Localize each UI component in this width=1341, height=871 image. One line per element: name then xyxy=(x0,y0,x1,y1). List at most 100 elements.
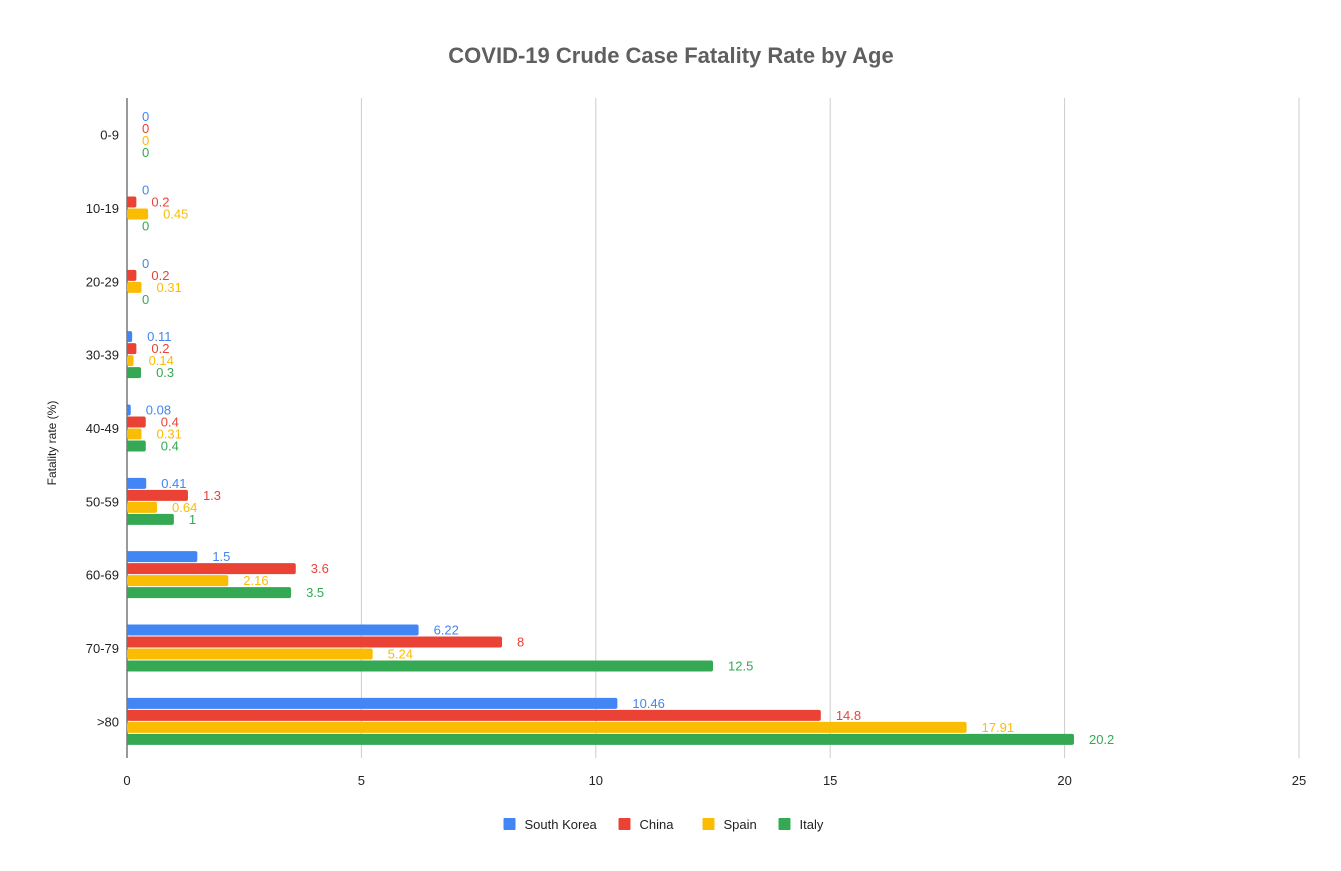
data-label: 0 xyxy=(142,256,149,271)
legend-label: China xyxy=(640,817,675,832)
category-label: 50-59 xyxy=(86,494,119,509)
bar xyxy=(127,501,158,513)
bar xyxy=(127,648,373,660)
data-label: 0.4 xyxy=(161,439,179,454)
legend-item: South Korea xyxy=(503,817,598,832)
x-tick-label: 0 xyxy=(123,773,130,788)
data-label: 0.4 xyxy=(161,415,179,430)
bar xyxy=(127,636,503,648)
bar xyxy=(127,624,419,636)
data-label: 6.22 xyxy=(434,623,459,638)
bar xyxy=(127,477,147,489)
value-axis: 0 5 10 15 20 25 xyxy=(123,773,1306,788)
data-label: 0.14 xyxy=(149,353,174,368)
legend-swatch xyxy=(778,818,791,830)
bar xyxy=(127,416,146,428)
legend-label: Italy xyxy=(800,817,824,832)
data-label: 3.5 xyxy=(306,585,324,600)
data-label: 8 xyxy=(517,635,524,650)
data-label: 17.91 xyxy=(982,720,1015,735)
category-label: 60-69 xyxy=(86,568,119,583)
chart-title: COVID-19 Crude Case Fatality Rate by Age xyxy=(448,43,893,68)
category-label: 10-19 xyxy=(86,201,119,216)
data-label: 0.2 xyxy=(151,341,169,356)
bar xyxy=(127,440,146,452)
legend-swatch xyxy=(503,818,516,830)
bar xyxy=(127,660,713,672)
x-tick-label: 20 xyxy=(1057,773,1071,788)
legend-label: South Korea xyxy=(525,817,598,832)
bar xyxy=(127,367,142,379)
data-label: 1.5 xyxy=(212,549,230,564)
bar xyxy=(127,721,967,733)
x-tick-label: 5 xyxy=(358,773,365,788)
data-label: 12.5 xyxy=(728,659,753,674)
data-label: 0.41 xyxy=(161,476,186,491)
data-label: 5.24 xyxy=(388,647,413,662)
x-tick-label: 15 xyxy=(823,773,837,788)
legend-item: China xyxy=(618,817,675,832)
legend-label: Spain xyxy=(724,817,757,832)
category-label: 30-39 xyxy=(86,348,119,363)
data-label: 0 xyxy=(142,121,149,136)
bar xyxy=(127,563,296,575)
data-label: 0.11 xyxy=(147,329,171,344)
bar xyxy=(127,428,142,440)
bar xyxy=(127,196,137,208)
bar xyxy=(127,697,618,709)
data-label: 0.3 xyxy=(156,365,174,380)
bar xyxy=(127,489,188,501)
data-label: 1 xyxy=(189,512,196,527)
data-label: 0.64 xyxy=(172,500,197,515)
data-label: 0 xyxy=(142,183,149,198)
data-label: 0 xyxy=(142,133,149,148)
bar xyxy=(127,331,133,343)
legend: South Korea China Spain Italy xyxy=(503,817,824,832)
data-label: 0.2 xyxy=(151,268,169,283)
category-label: 40-49 xyxy=(86,421,119,436)
bar xyxy=(127,343,137,355)
data-label: 0.31 xyxy=(157,280,182,295)
data-label: 0.08 xyxy=(146,403,171,418)
bar xyxy=(127,404,131,416)
x-tick-label: 10 xyxy=(589,773,603,788)
bars xyxy=(127,196,1074,745)
category-label: >80 xyxy=(97,714,119,729)
bar xyxy=(127,208,149,220)
x-tick-label: 25 xyxy=(1292,773,1306,788)
data-label: 0 xyxy=(142,292,149,307)
bar xyxy=(127,551,198,563)
data-label: 0 xyxy=(142,145,149,160)
category-label: 20-29 xyxy=(86,274,119,289)
bar xyxy=(127,281,142,293)
data-label: 0.2 xyxy=(151,195,169,210)
bar xyxy=(127,575,229,587)
legend-item: Italy xyxy=(778,817,824,832)
y-axis-title: Fatality rate (%) xyxy=(45,401,59,486)
bar xyxy=(127,513,174,525)
data-label: 0 xyxy=(142,109,149,124)
category-axis: 0-9 10-19 20-29 30-39 40-49 50-59 60-69 70-79 >8… xyxy=(86,128,119,730)
legend-swatch xyxy=(618,818,631,830)
category-label: 70-79 xyxy=(86,641,119,656)
data-label: 20.2 xyxy=(1089,732,1114,747)
bar xyxy=(127,733,1074,745)
gridlines xyxy=(126,98,1300,758)
data-label: 10.46 xyxy=(632,696,665,711)
legend-item: Spain xyxy=(702,817,757,832)
bar xyxy=(127,587,292,599)
data-labels: 000000.20.45000.20.3100.110.20.140.30.08… xyxy=(142,109,1114,747)
bar xyxy=(127,709,821,721)
data-label: 0 xyxy=(142,219,149,234)
bar xyxy=(127,355,134,367)
data-label: 2.16 xyxy=(243,573,268,588)
data-label: 14.8 xyxy=(836,708,861,723)
data-label: 0.45 xyxy=(163,207,188,222)
bar xyxy=(127,269,137,281)
data-label: 3.6 xyxy=(311,561,329,576)
data-label: 1.3 xyxy=(203,488,221,503)
data-label: 0.31 xyxy=(157,427,182,442)
category-label: 0-9 xyxy=(100,128,119,143)
